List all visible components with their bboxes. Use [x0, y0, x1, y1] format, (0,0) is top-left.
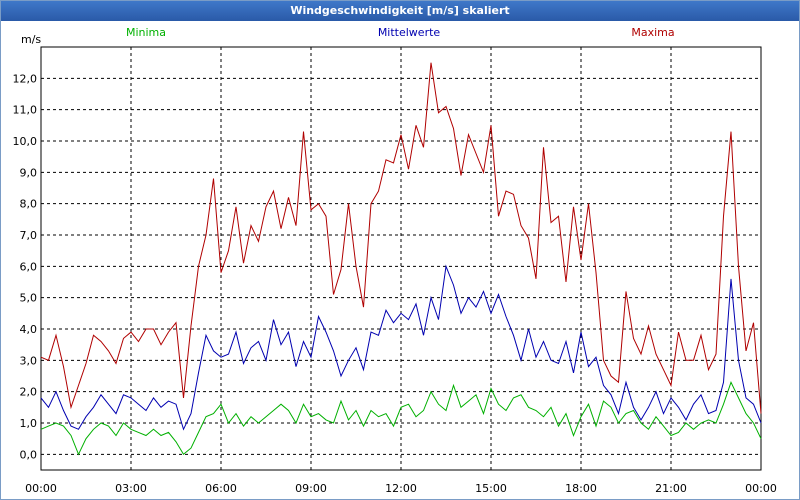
y-axis-label: m/s	[21, 33, 41, 46]
x-tick-time: 21:00	[655, 482, 687, 495]
y-tick-labels: 0,0 1,0 2,0 3,0 4,0 5,0 6,0 7,0 8,0 9,0 10,0 11,0 12…	[13, 72, 38, 461]
x-tick-time: 06:00	[205, 482, 237, 495]
y-tick-label: 3,0	[20, 354, 38, 367]
legend-minima: Minima	[126, 26, 166, 39]
y-tick-label: 8,0	[20, 198, 38, 211]
y-tick-label: 6,0	[20, 260, 38, 273]
series-line-maxima	[40, 62, 762, 414]
grid	[41, 47, 761, 470]
x-tick-time: 12:00	[385, 482, 417, 495]
x-tick-time: 00:00	[25, 482, 57, 495]
x-tick-time: 03:00	[115, 482, 147, 495]
x-tick-labels: 00:0018.07.1203:0018.07.1206:0018.07.120…	[25, 482, 777, 495]
y-tick-label: 1,0	[20, 417, 38, 430]
window-title: Windgeschwindigkeit [m/s] skaliert	[1, 1, 799, 21]
x-tick-time: 18:00	[565, 482, 597, 495]
y-tick-label: 7,0	[20, 229, 38, 242]
y-tick-label: 5,0	[20, 292, 38, 305]
y-tick-label: 2,0	[20, 386, 38, 399]
legend-mittelwerte: Mittelwerte	[378, 26, 441, 39]
series-lines	[40, 62, 762, 456]
x-tick-time: 09:00	[295, 482, 327, 495]
y-tick-label: 11,0	[13, 104, 38, 117]
x-tick-time: 15:00	[475, 482, 507, 495]
series-line-mittelwerte	[40, 264, 762, 431]
chart: 0,0 1,0 2,0 3,0 4,0 5,0 6,0 7,0 8,0 9,0 10,0 11,0 12…	[13, 26, 777, 495]
y-tick-label: 10,0	[13, 135, 38, 148]
y-tick-label: 12,0	[13, 72, 38, 85]
series-line-minima	[40, 380, 762, 456]
y-tick-label: 0,0	[20, 448, 38, 461]
x-tick-time: 00:00	[745, 482, 777, 495]
y-tick-label: 4,0	[20, 323, 38, 336]
y-tick-label: 9,0	[20, 166, 38, 179]
legend-maxima: Maxima	[631, 26, 674, 39]
